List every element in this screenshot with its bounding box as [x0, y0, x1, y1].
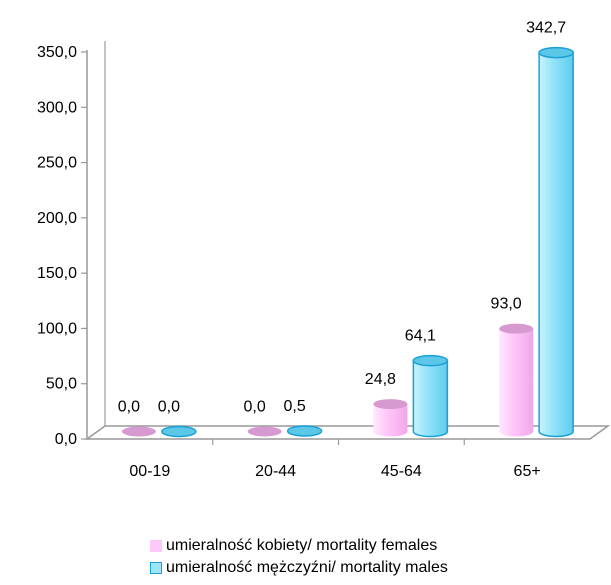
x-tick-label: 45-64: [381, 463, 422, 480]
axes: 0,0 50,0 100,0 150,0 200,0 250,0 300,0 350,0 00-…: [37, 41, 611, 480]
data-label: 64,1: [405, 328, 436, 345]
data-labels: 0,0 0,0 0,0 0,5 24,8 64,1 93,0 342,7: [118, 20, 566, 416]
bar-top: [538, 46, 574, 59]
y-tick-label: 150,0: [37, 265, 77, 282]
floor: [84, 425, 611, 440]
x-tick-label: 00-19: [129, 463, 170, 480]
y-tick-label: 50,0: [46, 376, 77, 393]
bar-top: [161, 425, 197, 438]
y-tick-label: 100,0: [37, 320, 77, 337]
legend-swatch-males: [150, 562, 162, 574]
bar-female: [373, 399, 408, 437]
bar-body: [538, 51, 574, 438]
bar-female: [121, 426, 156, 437]
bar-top: [121, 426, 156, 437]
bar-male: [412, 354, 449, 438]
bar-male: [286, 425, 323, 437]
legend-item-females: umieralność kobiety/ mortality females: [150, 535, 570, 557]
data-label: 24,8: [365, 371, 396, 388]
bar-top: [373, 399, 408, 410]
y-tick-label: 350,0: [37, 44, 77, 61]
bar-female: [247, 426, 282, 437]
bar-male: [161, 425, 197, 438]
bar-top: [412, 354, 449, 367]
data-label: 0,0: [118, 399, 140, 416]
y-tick-label: 0,0: [55, 431, 77, 448]
data-label: 0,0: [244, 399, 266, 416]
legend-label-males: umieralność mężczyźni/ mortality males: [166, 559, 448, 576]
x-tick-label: 65+: [514, 463, 541, 480]
legend-label-females: umieralność kobiety/ mortality females: [166, 537, 438, 554]
bar-male: [538, 46, 574, 438]
data-label: 0,5: [284, 398, 306, 415]
bar-body: [373, 404, 408, 437]
data-label: 342,7: [526, 20, 566, 37]
data-label: 0,0: [158, 399, 180, 416]
bar-body: [412, 359, 449, 438]
bar-top: [286, 425, 323, 437]
y-tick-label: 200,0: [37, 210, 77, 227]
legend-swatch-females: [150, 540, 162, 552]
y-tick-label: 300,0: [37, 99, 77, 116]
x-tick-label: 20-44: [255, 463, 296, 480]
bar-top: [247, 426, 282, 437]
bar-female: [499, 323, 534, 437]
legend-item-males: umieralność mężczyźni/ mortality males: [150, 557, 570, 579]
data-label: 93,0: [491, 296, 522, 313]
bars: [121, 46, 574, 438]
legend: umieralność kobiety/ mortality females u…: [150, 535, 570, 579]
bar-body: [499, 328, 534, 437]
bar-top: [499, 323, 534, 334]
y-tick-label: 250,0: [37, 155, 77, 172]
